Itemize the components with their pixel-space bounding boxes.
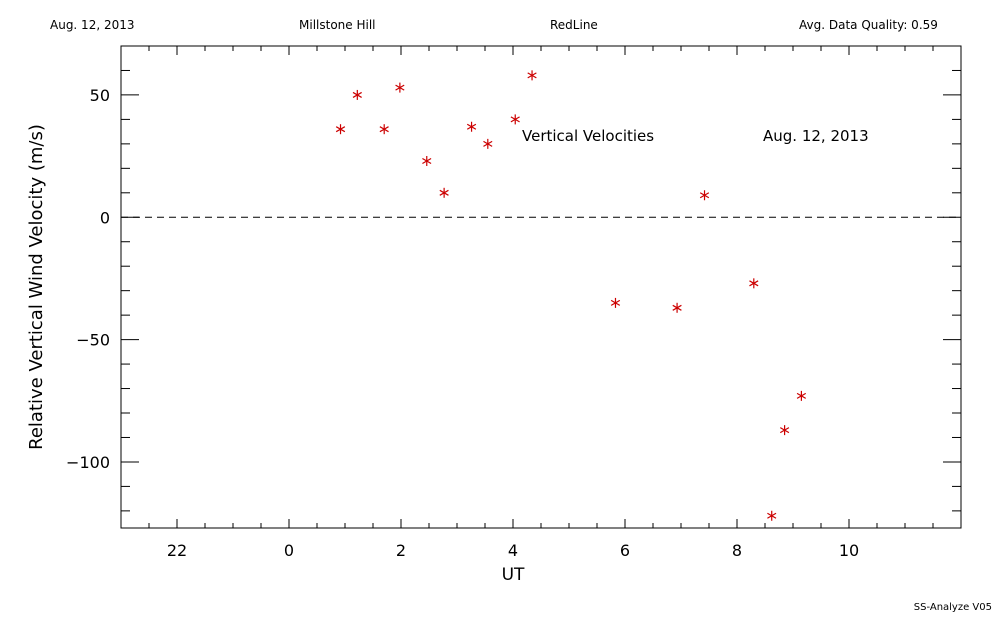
data-point	[439, 187, 449, 198]
x-tick-label: 0	[284, 541, 294, 560]
y-tick-label: 0	[100, 208, 110, 227]
data-point	[510, 114, 520, 125]
x-tick-label: 4	[508, 541, 518, 560]
data-point	[672, 302, 682, 313]
data-point	[699, 190, 710, 201]
y-tick-label: 50	[90, 86, 110, 105]
header-date: Aug. 12, 2013	[50, 18, 135, 32]
data-point	[483, 138, 493, 149]
annotation-vertical-velocities: Vertical Velocities	[522, 127, 654, 145]
data-point	[610, 297, 621, 308]
data-point	[749, 278, 759, 289]
header-emission-line: RedLine	[550, 18, 598, 32]
data-point	[352, 89, 362, 100]
header-site: Millstone Hill	[299, 18, 376, 32]
plot-frame	[120, 45, 962, 529]
x-tick-label: 10	[839, 541, 859, 560]
y-axis-label: Relative Vertical Wind Velocity (m/s)	[26, 124, 47, 450]
y-tick-label: −100	[66, 453, 110, 472]
data-point	[527, 70, 537, 81]
data-point	[395, 82, 405, 93]
header-data-quality: Avg. Data Quality: 0.59	[799, 18, 938, 32]
x-tick-label: 22	[167, 541, 187, 560]
x-tick-label: 8	[732, 541, 742, 560]
footer-version: SS-Analyze V05	[913, 602, 992, 613]
data-point	[767, 510, 777, 521]
y-tick-label: −50	[76, 331, 110, 350]
data-point	[796, 390, 807, 401]
data-point	[335, 124, 346, 135]
x-tick-label: 6	[620, 541, 630, 560]
data-point	[379, 124, 389, 135]
data-point	[466, 121, 477, 132]
data-point	[779, 425, 790, 436]
annotation-date: Aug. 12, 2013	[763, 127, 869, 145]
x-axis-label: UT	[502, 565, 525, 585]
data-point	[422, 155, 432, 166]
x-tick-label: 2	[396, 541, 406, 560]
